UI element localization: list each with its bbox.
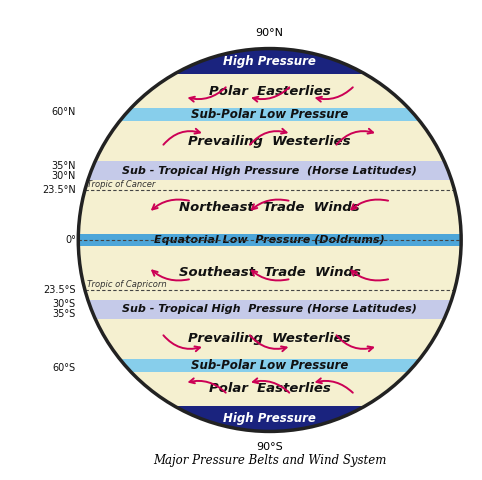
Bar [78,48,461,74]
Bar [78,372,461,406]
Text: Sub - Tropical High  Pressure (Horse Latitudes): Sub - Tropical High Pressure (Horse Lati… [122,304,417,314]
Bar [78,359,461,372]
Bar [78,161,461,180]
Bar [78,319,461,359]
Text: High Pressure: High Pressure [223,412,316,425]
Text: 0°: 0° [65,235,76,245]
Text: Sub-Polar Low Pressure: Sub-Polar Low Pressure [191,359,348,372]
Text: 35°S: 35°S [53,310,76,320]
Bar [78,300,461,319]
Text: 90°S: 90°S [256,442,283,452]
Text: Northeast  Trade  Winds: Northeast Trade Winds [179,201,360,214]
Text: Polar  Easterlies: Polar Easterlies [209,84,331,97]
Text: 60°N: 60°N [52,108,76,118]
Text: 23.5°N: 23.5°N [42,185,76,195]
Text: Tropic of Capricorn: Tropic of Capricorn [87,280,167,289]
Text: Polar  Easterlies: Polar Easterlies [209,383,331,396]
Bar [78,180,461,234]
Text: 90°N: 90°N [256,28,284,38]
Circle shape [78,48,461,432]
Text: Tropic of Cancer: Tropic of Cancer [87,180,156,189]
Bar [78,108,461,121]
Text: Prevailing  Westerlies: Prevailing Westerlies [188,134,351,147]
Bar [78,406,461,432]
Text: Prevailing  Westerlies: Prevailing Westerlies [188,333,351,346]
Bar [78,234,461,246]
Bar [78,246,461,300]
Text: 30°S: 30°S [53,299,76,309]
Text: Equatorial Low  Pressure (Doldrums): Equatorial Low Pressure (Doldrums) [154,235,385,245]
Bar [78,74,461,108]
Text: Major Pressure Belts and Wind System: Major Pressure Belts and Wind System [153,455,387,468]
Text: 30°N: 30°N [52,171,76,181]
Text: Southeast  Trade  Winds: Southeast Trade Winds [179,266,361,279]
Bar [78,121,461,161]
Text: 60°S: 60°S [53,362,76,372]
Text: 35°N: 35°N [52,160,76,170]
Text: Sub-Polar Low Pressure: Sub-Polar Low Pressure [191,108,348,121]
Text: Sub - Tropical High Pressure  (Horse Latitudes): Sub - Tropical High Pressure (Horse Lati… [122,166,417,176]
Text: High Pressure: High Pressure [223,55,316,68]
Text: 23.5°S: 23.5°S [43,285,76,295]
